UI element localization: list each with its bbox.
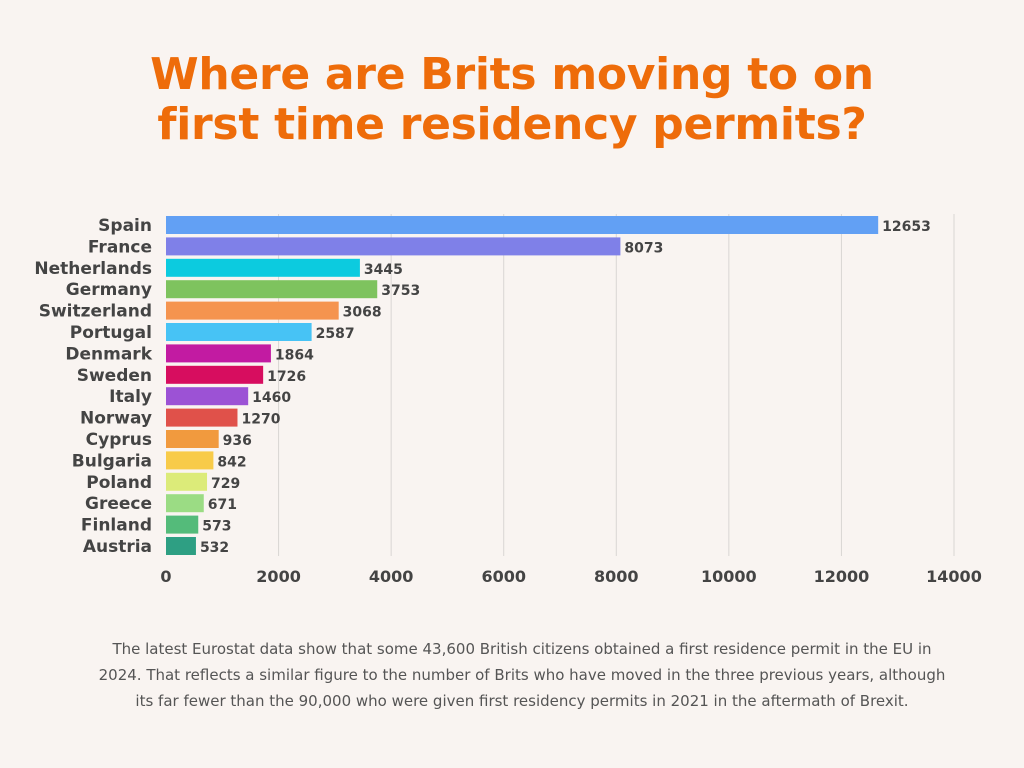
value-label-cyprus: 936	[223, 433, 252, 449]
chart-title: Where are Brits moving to on first time …	[0, 50, 1024, 150]
bar-greece	[166, 494, 204, 513]
value-label-norway: 1270	[241, 412, 280, 428]
x-axis-ticks: 0 2000 4000 6000 8000 10000 12000 14000	[160, 567, 981, 586]
x-tick-label: 0	[160, 567, 171, 586]
value-label-spain: 12653	[882, 219, 931, 235]
bar-bulgaria	[166, 451, 214, 470]
bar-norway	[166, 408, 238, 427]
value-label-portugal: 2587	[316, 326, 355, 342]
chart-title-line-2: first time residency permits?	[157, 99, 867, 150]
x-tick-label: 12000	[814, 567, 870, 586]
category-label-portugal: Portugal	[70, 323, 152, 343]
value-label-sweden: 1726	[267, 369, 306, 385]
value-label-switzerland: 3068	[343, 305, 382, 321]
category-labels: SpainFranceNetherlandsGermanySwitzerland…	[34, 216, 152, 557]
category-label-denmark: Denmark	[65, 344, 152, 364]
value-label-austria: 532	[200, 540, 229, 556]
bar-portugal	[166, 323, 312, 341]
x-tick-label: 2000	[256, 567, 301, 586]
bar-italy	[166, 387, 249, 406]
bar-austria	[166, 537, 196, 555]
category-label-switzerland: Switzerland	[39, 302, 152, 322]
category-label-france: France	[88, 237, 152, 257]
bar-switzerland	[166, 301, 339, 320]
bar-poland	[166, 472, 208, 491]
category-label-finland: Finland	[81, 516, 152, 536]
bars	[166, 216, 879, 555]
value-label-bulgaria: 842	[217, 454, 246, 470]
value-label-france: 8073	[624, 240, 663, 256]
chart-title-line-1: Where are Brits moving to on	[150, 49, 874, 100]
category-label-germany: Germany	[66, 280, 152, 300]
bar-denmark	[166, 344, 271, 363]
category-label-bulgaria: Bulgaria	[72, 451, 152, 471]
value-label-germany: 3753	[381, 283, 420, 299]
bar-spain	[166, 216, 879, 234]
value-label-denmark: 1864	[275, 347, 314, 363]
value-label-netherlands: 3445	[364, 262, 403, 278]
category-label-cyprus: Cyprus	[86, 430, 152, 450]
bar-france	[166, 237, 621, 256]
category-label-poland: Poland	[86, 473, 152, 493]
value-label-greece: 671	[208, 497, 237, 513]
category-label-austria: Austria	[83, 537, 152, 557]
grid-lines	[278, 214, 955, 556]
category-label-netherlands: Netherlands	[34, 259, 152, 279]
x-tick-label: 4000	[369, 567, 414, 586]
x-tick-label: 10000	[701, 567, 757, 586]
x-tick-label: 6000	[481, 567, 526, 586]
bar-finland	[166, 515, 199, 534]
bar-netherlands	[166, 258, 360, 277]
category-label-norway: Norway	[80, 409, 152, 429]
bar-germany	[166, 280, 378, 299]
bar-cyprus	[166, 430, 219, 448]
caption-text: The latest Eurostat data show that some …	[98, 640, 946, 710]
value-label-italy: 1460	[252, 390, 291, 406]
x-tick-label: 14000	[926, 567, 982, 586]
category-label-spain: Spain	[98, 216, 152, 236]
category-label-italy: Italy	[109, 387, 152, 407]
bar-chart: SpainFranceNetherlandsGermanySwitzerland…	[34, 214, 982, 586]
value-label-finland: 573	[202, 519, 231, 535]
category-label-greece: Greece	[85, 494, 152, 514]
value-label-poland: 729	[211, 476, 240, 492]
x-tick-label: 8000	[594, 567, 639, 586]
bar-sweden	[166, 365, 264, 384]
category-label-sweden: Sweden	[77, 366, 152, 386]
